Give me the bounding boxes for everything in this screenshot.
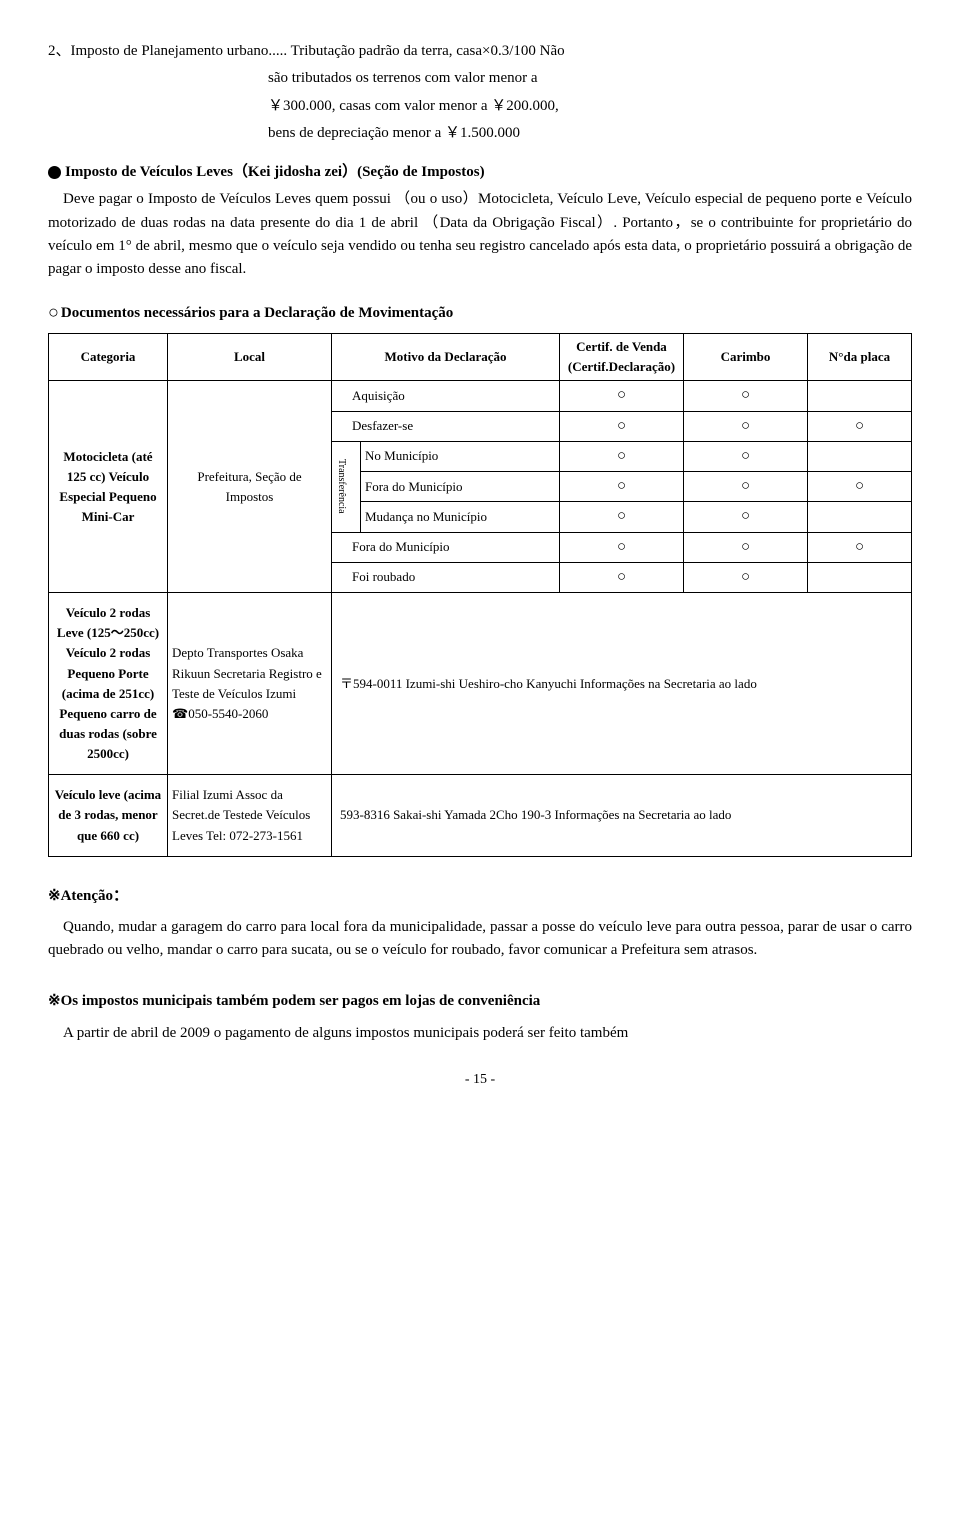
motivo-fora-mun: Fora do Município: [361, 472, 560, 502]
mark: ○: [684, 441, 808, 471]
intro-line-2: são tributados os terrenos com valor men…: [268, 67, 912, 90]
th-placa: N°da placa: [808, 334, 912, 381]
motivo-roubado: Foi roubado: [332, 562, 560, 592]
mark: ○: [684, 502, 808, 532]
cat1-local: Prefeitura, Seção de Impostos: [168, 381, 332, 593]
mark: ○: [560, 381, 684, 411]
intro-line-4: bens de depreciação menor a ￥1.500.000: [268, 122, 912, 145]
section-paragraph: Deve pagar o Imposto de Veículos Leves q…: [48, 188, 912, 281]
mark: ○: [560, 502, 684, 532]
section-title-vehicles: Imposto de Veículos Leves（Kei jidosha ze…: [48, 161, 912, 184]
mark: ○: [684, 472, 808, 502]
cell-empty: [808, 381, 912, 411]
mark: ○: [560, 411, 684, 441]
mark: ○: [684, 532, 808, 562]
transferencia-text: Transferência: [336, 459, 347, 514]
cat2-local: Depto Transportes Osaka Rikuun Secretari…: [168, 593, 332, 775]
mark: ○: [808, 532, 912, 562]
th-carimbo: Carimbo: [684, 334, 808, 381]
cell-empty: [808, 502, 912, 532]
mark: ○: [684, 381, 808, 411]
cat3-info: 593-8316 Sakai-shi Yamada 2Cho 190-3 Inf…: [332, 775, 912, 856]
cell-empty: [808, 441, 912, 471]
mark: ○: [560, 532, 684, 562]
motivo-mudanca-mun: Mudança no Município: [361, 502, 560, 532]
cat2-name: Veículo 2 rodas Leve (125～250cc) Veículo…: [49, 593, 168, 775]
conveniencia-text: A partir de abril de 2009 o pagamento de…: [48, 1022, 912, 1045]
th-categoria: Categoria: [49, 334, 168, 381]
motivo-fora-mun-2: Fora do Município: [332, 532, 560, 562]
transferencia-label: Transferência: [332, 441, 361, 532]
atencao-title: ※Atenção：: [48, 885, 912, 908]
table-row: Veículo 2 rodas Leve (125～250cc) Veículo…: [49, 593, 912, 775]
motivo-no-mun: No Município: [361, 441, 560, 471]
bullet-icon: [48, 166, 61, 179]
table-header-row: Categoria Local Motivo da Declaração Cer…: [49, 334, 912, 381]
th-certif: Certif. de Venda (Certif.Declaração): [560, 334, 684, 381]
docs-heading-text: Documentos necessários para a Declaração…: [61, 305, 453, 321]
conveniencia-title: ※Os impostos municipais também podem ser…: [48, 990, 912, 1013]
intro-line-3: ￥300.000, casas com valor menor a ￥200.0…: [268, 95, 912, 118]
documents-table: Categoria Local Motivo da Declaração Cer…: [48, 333, 912, 857]
cat3-local: Filial Izumi Assoc da Secret.de Testede …: [168, 775, 332, 856]
mark: ○: [808, 411, 912, 441]
mark: ○: [808, 472, 912, 502]
cell-empty: [808, 562, 912, 592]
mark: ○: [560, 562, 684, 592]
th-local: Local: [168, 334, 332, 381]
cat2-info: 〒594-0011 Izumi-shi Ueshiro-cho Kanyuchi…: [332, 593, 912, 775]
th-motivo: Motivo da Declaração: [332, 334, 560, 381]
motivo-desfazer: Desfazer-se: [332, 411, 560, 441]
atencao-text: Quando, mudar a garagem do carro para lo…: [48, 916, 912, 963]
motivo-aquisicao: Aquisição: [332, 381, 560, 411]
mark: ○: [684, 411, 808, 441]
cat3-name: Veículo leve (acima de 3 rodas, menor qu…: [49, 775, 168, 856]
circle-marker-icon: ○: [48, 302, 59, 322]
table-row: Veículo leve (acima de 3 rodas, menor qu…: [49, 775, 912, 856]
cat1-name: Motocicleta (até 125 cc) Veículo Especia…: [49, 381, 168, 593]
page-number: - 15 -: [48, 1069, 912, 1091]
docs-heading: ○Documentos necessários para a Declaraçã…: [48, 299, 912, 327]
mark: ○: [560, 441, 684, 471]
mark: ○: [560, 472, 684, 502]
table-row: Motocicleta (até 125 cc) Veículo Especia…: [49, 381, 912, 411]
mark: ○: [684, 562, 808, 592]
intro-indented: são tributados os terrenos com valor men…: [48, 67, 912, 145]
intro-line-1: 2、Imposto de Planejamento urbano..... Tr…: [48, 40, 912, 63]
section-title-text: Imposto de Veículos Leves（Kei jidosha ze…: [65, 161, 485, 184]
